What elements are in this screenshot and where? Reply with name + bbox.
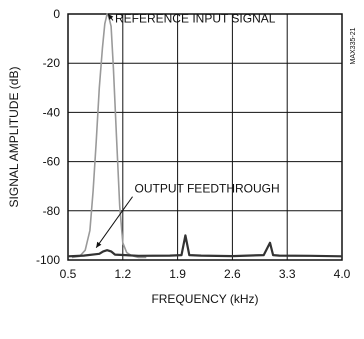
annotation-label: OUTPUT FEEDTHROUGH [135,182,280,196]
annotation-arrowhead [96,241,102,248]
y-tick-label: -60 [43,155,61,169]
annotations: REFERENCE INPUT SIGNAL OUTPUT FEEDTHROUGH [95,11,280,248]
x-tick-label: 1.9 [169,267,186,281]
grid-lines [68,14,342,260]
x-axis-title: FREQUENCY (kHz) [151,292,258,306]
x-tick-label: 2.6 [224,267,241,281]
y-tick-label: -40 [43,105,61,119]
y-tick-label: -20 [43,56,61,70]
annotation-label: REFERENCE INPUT SIGNAL [115,11,276,25]
y-tick-labels: 0 -20 -40 -60 -80 -100 [36,7,60,267]
data-series [67,13,343,259]
y-tick-label: 0 [53,7,60,21]
y-axis-title: SIGNAL AMPLITUDE (dB) [7,67,21,208]
x-tick-label: 1.2 [114,267,131,281]
x-tick-labels: 0.5 1.2 1.9 2.6 3.3 4.0 [60,267,351,281]
x-tick-label: 3.3 [279,267,296,281]
annotation-arrowhead [107,14,114,20]
x-tick-label: 4.0 [334,267,351,281]
part-number-label: MAX335-21 [350,27,357,64]
x-tick-label: 0.5 [60,267,77,281]
y-tick-label: -80 [43,204,61,218]
y-tick-label: -100 [36,253,60,267]
annotation-arrow-line [95,196,133,248]
series-line-reference-input [71,13,147,259]
plot-frame [67,13,343,261]
series-line-output-feedthrough [67,234,343,258]
